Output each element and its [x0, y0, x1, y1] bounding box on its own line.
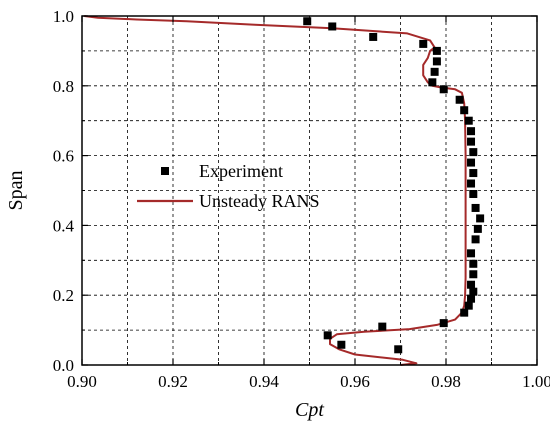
data-point-experiment — [469, 287, 478, 296]
data-point-experiment — [469, 189, 478, 198]
tick-labels: 0.90 0.92 0.94 0.96 0.98 1.00 0.0 0.2 0.4 0.6 0.8 1… — [53, 7, 550, 391]
y-tick-label: 0.8 — [53, 77, 74, 96]
data-point-experiment — [455, 95, 464, 104]
data-point-experiment — [467, 137, 476, 146]
data-point-experiment — [469, 169, 478, 178]
data-point-experiment — [460, 106, 469, 115]
x-tick-label: 0.92 — [158, 372, 188, 391]
data-point-experiment — [432, 46, 441, 55]
y-tick-label: 0.2 — [53, 286, 74, 305]
data-point-experiment — [419, 39, 428, 48]
series-line-unsteady-rans — [84, 15, 467, 366]
data-point-experiment — [428, 78, 437, 87]
data-point-experiment — [303, 17, 312, 26]
data-point-experiment — [432, 57, 441, 66]
data-point-experiment — [471, 203, 480, 212]
data-point-experiment — [467, 280, 476, 289]
data-point-experiment — [369, 32, 378, 41]
x-tick-label: 0.94 — [249, 372, 279, 391]
data-point-experiment — [476, 214, 485, 223]
data-point-experiment — [394, 345, 403, 354]
data-point-experiment — [460, 308, 469, 317]
data-point-experiment — [467, 294, 476, 303]
grid-lines — [82, 16, 537, 365]
x-tick-label: 0.96 — [340, 372, 370, 391]
data-point-experiment — [469, 270, 478, 279]
data-point-experiment — [467, 127, 476, 136]
data-point-experiment — [467, 158, 476, 167]
data-point-experiment — [378, 322, 387, 331]
x-tick-label: 0.90 — [67, 372, 97, 391]
x-axis-title: Cpt — [295, 399, 324, 421]
data-point-experiment — [464, 301, 473, 310]
legend-label-unsteady-rans: Unsteady RANS — [199, 191, 320, 211]
data-point-experiment — [439, 85, 448, 94]
data-point-experiment — [328, 22, 337, 31]
data-point-experiment — [323, 331, 332, 340]
data-point-experiment — [469, 148, 478, 157]
x-tick-label: 0.98 — [431, 372, 461, 391]
y-tick-label: 0.0 — [53, 356, 74, 375]
y-tick-label: 1.0 — [53, 7, 74, 26]
scatter-series-group — [303, 17, 485, 354]
data-point-experiment — [439, 319, 448, 328]
y-tick-label: 0.6 — [53, 147, 74, 166]
data-point-experiment — [469, 259, 478, 268]
legend-label-experiment: Experiment — [199, 161, 283, 181]
axis-ticks — [81, 15, 538, 366]
x-tick-label: 1.00 — [522, 372, 550, 391]
legend-marker-experiment — [161, 167, 169, 175]
data-point-experiment — [337, 340, 346, 349]
legend: Experiment Unsteady RANS — [137, 161, 320, 211]
data-point-experiment — [430, 67, 439, 76]
data-point-experiment — [467, 249, 476, 258]
data-point-experiment — [467, 179, 476, 188]
data-point-experiment — [471, 235, 480, 244]
data-point-experiment — [473, 224, 482, 233]
y-tick-label: 0.4 — [53, 216, 75, 235]
line-series-group — [84, 15, 467, 366]
data-point-experiment — [464, 116, 473, 125]
y-axis-title: Span — [5, 171, 27, 211]
